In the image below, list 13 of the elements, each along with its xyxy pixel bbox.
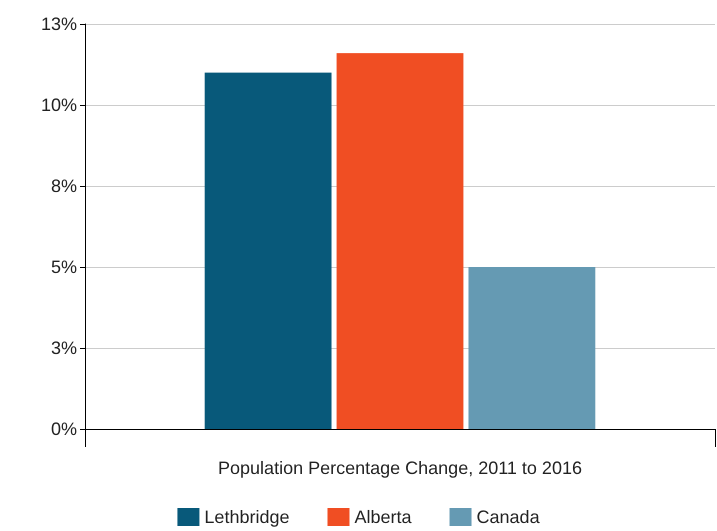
legend-label: Lethbridge bbox=[204, 507, 290, 527]
y-tick-label: 8% bbox=[50, 176, 77, 196]
y-tick-label: 0% bbox=[50, 419, 77, 439]
bar bbox=[468, 267, 596, 429]
legend-label: Alberta bbox=[354, 507, 413, 527]
y-tick-label: 3% bbox=[50, 338, 77, 358]
bar bbox=[336, 53, 464, 429]
bar bbox=[204, 72, 332, 429]
legend-label: Canada bbox=[476, 507, 541, 527]
y-tick-label: 13% bbox=[40, 14, 77, 34]
y-tick-label: 10% bbox=[40, 95, 77, 115]
y-tick-label: 5% bbox=[50, 257, 77, 277]
x-tick-label: Population Percentage Change, 2011 to 2016 bbox=[218, 458, 582, 478]
